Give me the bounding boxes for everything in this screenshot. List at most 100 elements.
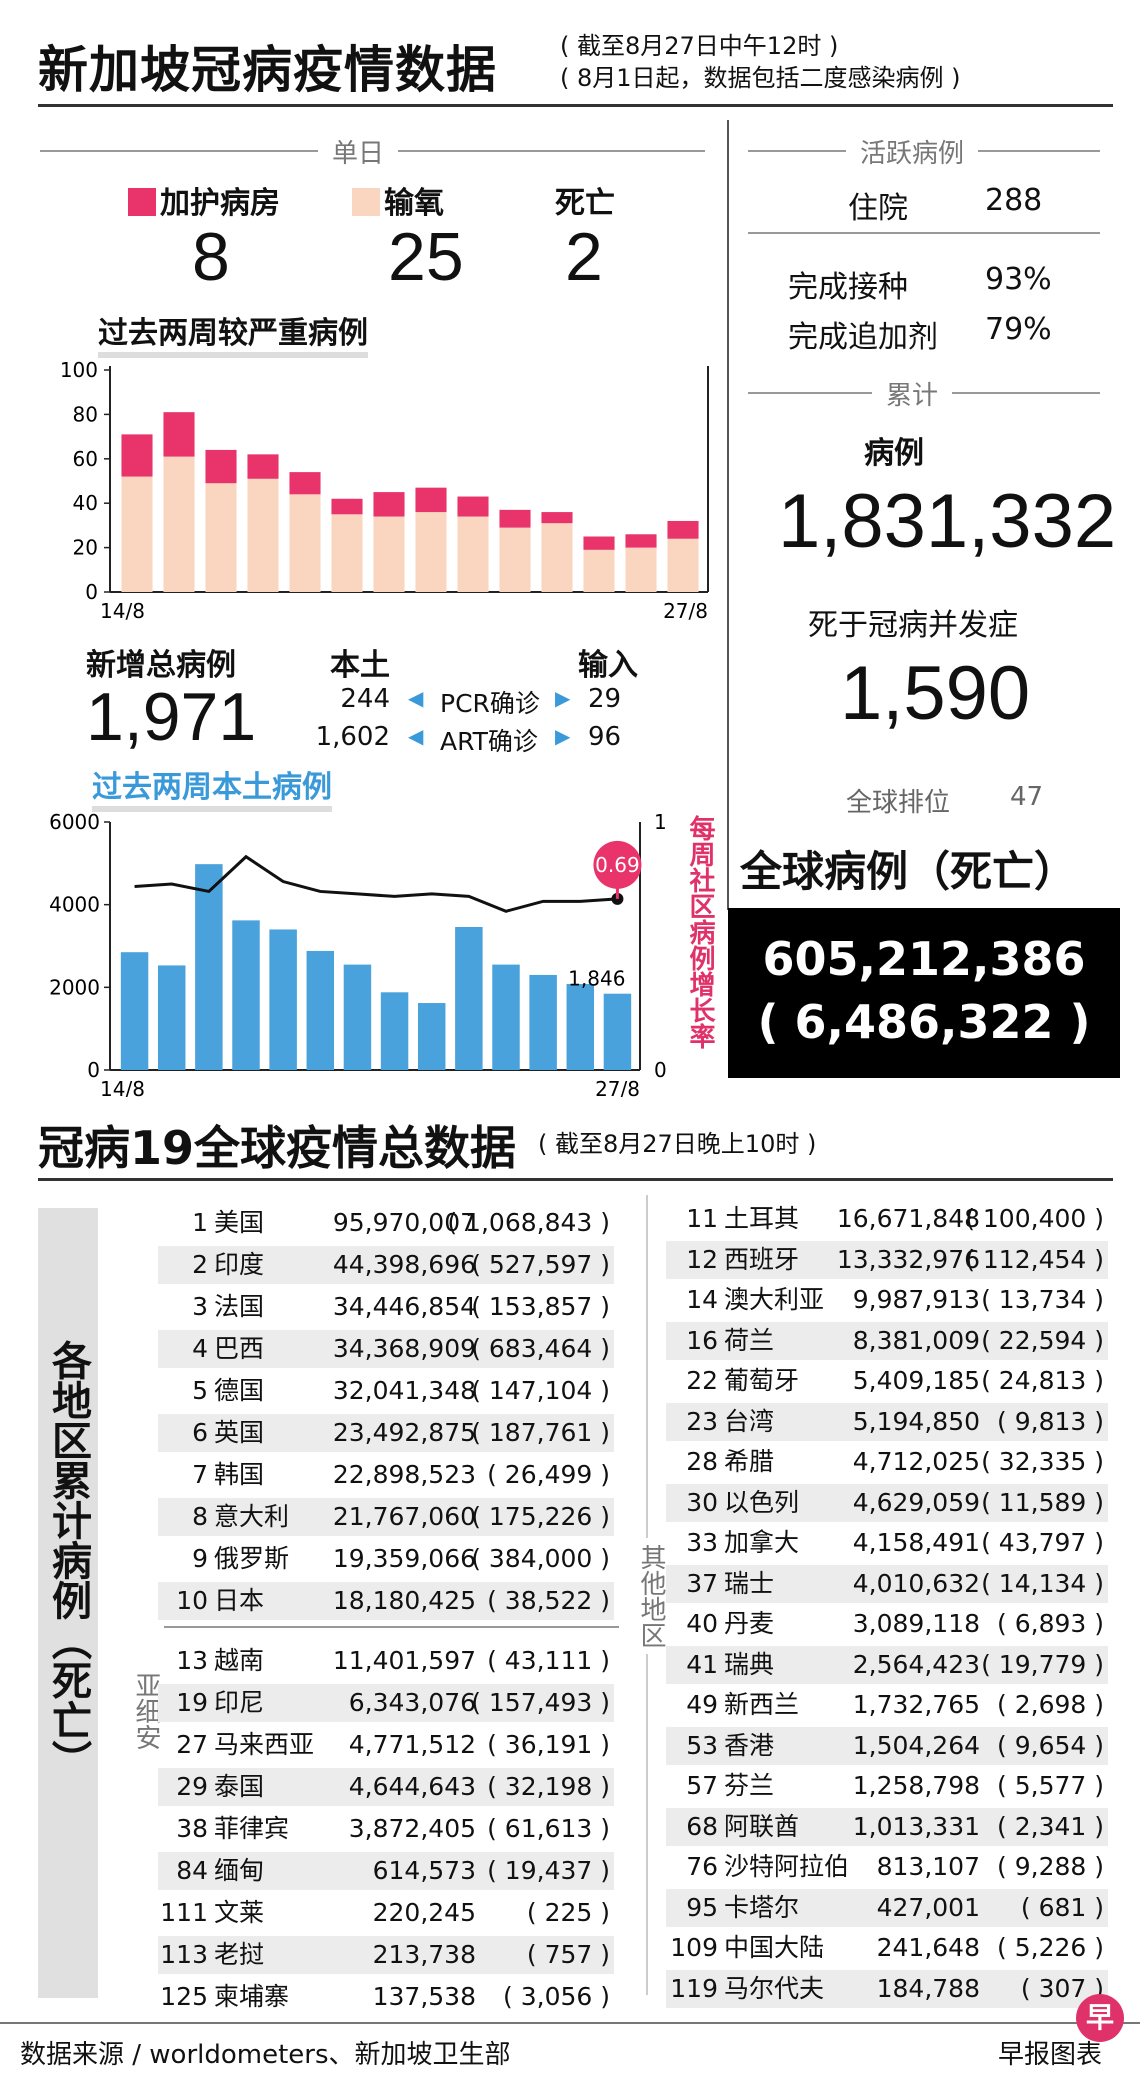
deaths-cell: ( 9,813 ) — [997, 1406, 1104, 1436]
country-cell: 丹麦 — [724, 1609, 775, 1638]
cases-cell: 19,359,066 — [332, 1544, 476, 1573]
local-case-bar — [120, 952, 149, 1070]
country-cell: 印度 — [214, 1250, 265, 1279]
growth-last-value: 0.69 — [595, 853, 640, 877]
cases-cell: 184,788 — [876, 1973, 980, 2003]
rank-cell: 3 — [192, 1292, 208, 1321]
country-cell: 老挝 — [214, 1940, 265, 1969]
table-row: 16 荷兰 8,381,009( 22,594 ) — [666, 1321, 1108, 1360]
oxygen-bar — [457, 516, 489, 592]
right-tick-label: 0 — [654, 1058, 667, 1082]
cases-cell: 2,564,423 — [852, 1649, 980, 1679]
rank-cell: 2 — [192, 1250, 208, 1279]
oxygen-bar — [415, 512, 447, 592]
country-cell: 瑞士 — [724, 1568, 775, 1598]
icu-label: 加护病房 — [128, 178, 280, 222]
country-cell: 菲律宾 — [214, 1814, 290, 1843]
rank-cell: 119 — [670, 1973, 718, 2003]
local-case-bar — [566, 984, 595, 1070]
oxygen-label-text: 输氧 — [384, 186, 444, 221]
rank-cell: 76 — [686, 1852, 718, 1881]
country-cell: 加拿大 — [724, 1528, 800, 1557]
country-cell: 文莱 — [214, 1898, 265, 1927]
rank-cell: 49 — [686, 1690, 718, 1719]
deaths-cell: ( 2,341 ) — [997, 1811, 1104, 1841]
cases-cell: 44,398,696 — [332, 1250, 476, 1279]
deaths-cell: ( 112,454 ) — [965, 1244, 1104, 1274]
cumulative-section-label: 累计 — [872, 375, 953, 412]
icu-value: 8 — [192, 219, 230, 295]
page-title: 新加坡冠病疫情数据 — [38, 41, 497, 99]
y-tick-label: 100 — [60, 358, 98, 382]
cases-cell: 11,401,597 — [332, 1646, 476, 1675]
rank-cell: 28 — [686, 1447, 718, 1476]
deaths-cell: ( 9,288 ) — [997, 1852, 1104, 1881]
growth-rate-label: 每周社区病例增长率 — [685, 815, 715, 1049]
rank-cell: 13 — [176, 1646, 208, 1675]
side-label: 各地区累计病例（死亡） — [45, 1340, 91, 1780]
rank-cell: 16 — [686, 1325, 718, 1355]
rank-cell: 22 — [686, 1366, 718, 1395]
icu-swatch — [128, 188, 156, 216]
rank-cell: 10 — [176, 1586, 208, 1615]
icu-bar — [457, 496, 489, 517]
severe-cases-chart: 0 20 40 60 80 100 14/8 27/8 — [60, 358, 709, 623]
table-row: 27 马来西亚 4,771,512 ( 36,191 ) — [158, 1726, 614, 1764]
hospital-label: 住院 — [848, 191, 908, 226]
table-row: 1 美国 95,970,007( 1,068,843 ) — [158, 1204, 614, 1242]
local-art-value: 1,602 — [315, 722, 390, 752]
booster-value: 79% — [985, 312, 1052, 347]
art-arrow-left: ◀ — [408, 724, 424, 748]
x-start-label: 14/8 — [100, 1077, 145, 1097]
rank-cell: 40 — [686, 1609, 718, 1638]
country-cell: 英国 — [214, 1418, 265, 1447]
cases-cell: 21,767,060 — [332, 1502, 476, 1531]
deaths-cell: ( 527,597 ) — [471, 1250, 610, 1279]
pcr-arrow-right: ▶ — [555, 686, 571, 710]
pcr-label: PCR确诊 — [440, 689, 540, 718]
icu-bar — [205, 449, 237, 484]
country-cell: 马尔代夫 — [724, 1973, 825, 2003]
icu-bar — [121, 434, 153, 477]
world-rule — [38, 1178, 1113, 1181]
rank-cell: 12 — [686, 1244, 718, 1274]
table-row: 68 阿联酋 1,013,331 ( 2,341 ) — [666, 1807, 1108, 1846]
cases-cell: 18,180,425 — [332, 1586, 476, 1615]
deaths-cell: ( 22,594 ) — [981, 1325, 1104, 1355]
deaths-cell: ( 9,654 ) — [997, 1730, 1104, 1760]
cases-cell: 5,409,185 — [852, 1366, 980, 1395]
column-divider — [727, 120, 729, 910]
local-case-bar — [306, 950, 335, 1070]
rank-cell: 4 — [192, 1334, 208, 1363]
cumulative-deaths-label: 死于冠病并发症 — [808, 608, 1018, 643]
growth-marker-bubble — [593, 840, 642, 889]
rank-cell: 111 — [160, 1898, 208, 1927]
country-cell: 台湾 — [724, 1406, 775, 1436]
table-row: 4 巴西 34,368,909( 683,464 ) — [158, 1330, 614, 1368]
oxygen-bar — [499, 527, 531, 592]
country-cell: 缅甸 — [214, 1856, 265, 1885]
deaths-cell: ( 153,857 ) — [471, 1292, 610, 1321]
local-label: 本土 — [330, 648, 390, 683]
side-label-box — [38, 1208, 98, 1998]
deaths-cell: ( 61,613 ) — [487, 1814, 610, 1843]
cases-cell: 813,107 — [876, 1852, 980, 1881]
rank-cell: 9 — [192, 1544, 208, 1573]
local-cases-chart: 0 2000 4000 6000 0 1 0.69 1,846 14/8 27/8 — [49, 812, 667, 1097]
table-row: 30 以色列 4,629,059( 11,589 ) — [666, 1483, 1108, 1522]
rank-cell: 68 — [686, 1811, 718, 1841]
country-cell: 中国大陆 — [724, 1933, 825, 1962]
global-rank-label: 全球排位 — [846, 788, 951, 818]
oxygen-value: 25 — [388, 219, 464, 295]
y-tick-label: 60 — [73, 447, 98, 471]
pcr-arrow-left: ◀ — [408, 686, 424, 710]
cases-cell: 427,001 — [876, 1892, 980, 1922]
deaths-cell: ( 19,437 ) — [487, 1856, 610, 1885]
art-label: ART确诊 — [440, 727, 538, 756]
deaths-cell: ( 6,893 ) — [997, 1609, 1104, 1638]
footer-rule — [0, 2022, 1140, 2024]
country-cell: 美国 — [214, 1208, 265, 1237]
deaths-cell: ( 157,493 ) — [471, 1688, 610, 1717]
cases-cell: 4,712,025 — [852, 1447, 980, 1476]
table-row: 38 菲律宾 3,872,405 ( 61,613 ) — [158, 1810, 614, 1848]
